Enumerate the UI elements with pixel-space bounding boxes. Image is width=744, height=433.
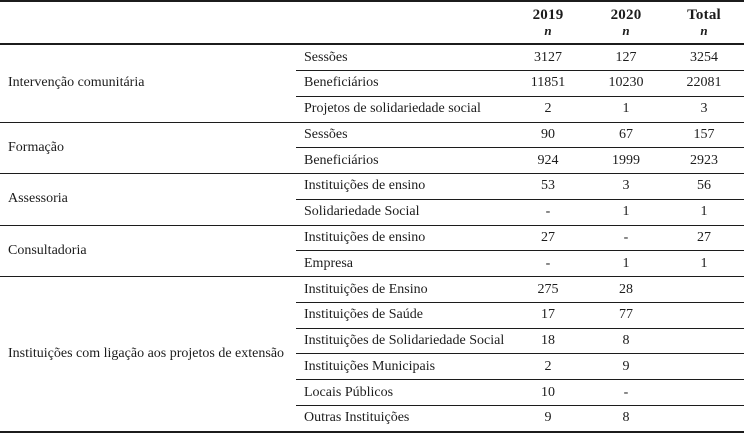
- table-row: Intervenção comunitária Sessões 3127 127 325…: [0, 43, 744, 123]
- group-label-cell: Instituições com ligação aos projetos de…: [0, 276, 296, 432]
- value-cell-2019: 18: [508, 327, 588, 354]
- row-label-cell: Outras Instituições: [296, 404, 508, 432]
- value-cell-2019: 9: [508, 404, 588, 432]
- value-cell-2019: -: [508, 250, 588, 277]
- value-cell-2020: 127: [588, 43, 664, 71]
- value-cell-total: 22081: [664, 70, 744, 97]
- value-cell-2020: 8: [588, 404, 664, 432]
- table-row: Outras Instituições 9 8: [0, 404, 744, 432]
- table-row: Locais Públicos 10-: [0, 379, 744, 406]
- value-cell-2019: 10: [508, 379, 588, 406]
- table-row: Instituições de Solidariedade Social 18 8: [0, 327, 744, 354]
- value-cell-2020: 1: [588, 250, 664, 277]
- value-cell-total: [664, 379, 744, 406]
- header-row: 2019 n 2020 n Total n: [0, 1, 744, 45]
- value-cell-2020: 1999: [588, 147, 664, 174]
- year-2019-label: 2019: [532, 6, 564, 23]
- value-cell-total: 157: [664, 121, 744, 148]
- column-header-total: Total n: [664, 1, 744, 45]
- value-cell-total: 56: [664, 173, 744, 200]
- table-row: Instituições Municipais 2 9: [0, 353, 744, 380]
- value-cell-total: [664, 276, 744, 303]
- table-row: Assessoria Instituições de ensino 53 3 56: [0, 173, 744, 226]
- value-cell-2020: 77: [588, 301, 664, 329]
- table-row: Beneficiários 924 1999 2923: [0, 147, 744, 174]
- n-label-2020: n: [622, 22, 630, 38]
- table-row: Beneficiários 11851 10230 22081: [0, 70, 744, 97]
- header-empty-group-cell: [0, 1, 296, 45]
- group-label-cell: Intervenção comunitária: [0, 43, 296, 123]
- value-cell-2019: 2: [508, 95, 588, 123]
- value-cell-total: 3254: [664, 43, 744, 71]
- group-label-cell: Consultadoria: [0, 224, 296, 277]
- value-cell-2020: 9: [588, 353, 664, 380]
- row-label-cell: Instituições de ensino: [296, 224, 508, 251]
- value-cell-2019: 275: [508, 276, 588, 303]
- row-label-cell: Sessões: [296, 121, 508, 148]
- value-cell-2020: 8: [588, 327, 664, 354]
- value-cell-2019: 17: [508, 301, 588, 329]
- total-label: Total: [687, 6, 721, 23]
- value-cell-2020: 28: [588, 276, 664, 303]
- value-cell-total: 2923: [664, 147, 744, 174]
- year-2020-label: 2020: [610, 6, 642, 23]
- value-cell-2020: 1: [588, 95, 664, 123]
- value-cell-2020: -: [588, 224, 664, 251]
- value-cell-2019: 27: [508, 224, 588, 251]
- value-cell-total: 1: [664, 250, 744, 277]
- value-cell-2019: 3127: [508, 43, 588, 71]
- row-label-cell: Beneficiários: [296, 70, 508, 97]
- value-cell-total: 27: [664, 224, 744, 251]
- value-cell-2020: 3: [588, 173, 664, 200]
- row-label-cell: Locais Públicos: [296, 379, 508, 406]
- table-row: Projetos de solidariedade social 2 1 3: [0, 95, 744, 123]
- table-body: Intervenção comunitária Sessões 3127 127 325…: [0, 43, 744, 432]
- row-label-cell: Instituições Municipais: [296, 353, 508, 380]
- value-cell-total: 3: [664, 95, 744, 123]
- column-header-2019: 2019 n: [508, 1, 588, 45]
- group-label-cell: Assessoria: [0, 173, 296, 226]
- row-label-cell: Instituições de ensino: [296, 173, 508, 200]
- n-label-2019: n: [544, 22, 552, 38]
- row-label-cell: Instituições de Ensino: [296, 276, 508, 303]
- row-label-cell: Beneficiários: [296, 147, 508, 174]
- value-cell-total: [664, 404, 744, 432]
- row-label-cell: Solidariedade Social: [296, 198, 508, 226]
- row-label-cell: Instituições de Saúde: [296, 301, 508, 329]
- row-label-cell: Projetos de solidariedade social: [296, 95, 508, 123]
- value-cell-2020: -: [588, 379, 664, 406]
- table-row: Instituições de Saúde 17 77: [0, 301, 744, 329]
- table-row: Empresa -1 1: [0, 250, 744, 277]
- value-cell-2019: 2: [508, 353, 588, 380]
- value-cell-2019: 53: [508, 173, 588, 200]
- value-cell-2020: 67: [588, 121, 664, 148]
- row-label-cell: Sessões: [296, 43, 508, 71]
- value-cell-total: [664, 353, 744, 380]
- value-cell-2019: -: [508, 198, 588, 226]
- value-cell-2020: 1: [588, 198, 664, 226]
- table-row: Formação Sessões 90 67 157: [0, 121, 744, 174]
- n-label-total: n: [700, 22, 708, 38]
- value-cell-total: [664, 327, 744, 354]
- table-row: Solidariedade Social -1 1: [0, 198, 744, 226]
- table-row: Instituições com ligação aos projetos de…: [0, 276, 744, 432]
- column-header-2020: 2020 n: [588, 1, 664, 45]
- value-cell-2019: 11851: [508, 70, 588, 97]
- value-cell-2019: 924: [508, 147, 588, 174]
- value-cell-2020: 10230: [588, 70, 664, 97]
- value-cell-total: [664, 301, 744, 329]
- value-cell-total: 1: [664, 198, 744, 226]
- row-label-cell: Instituições de Solidariedade Social: [296, 327, 508, 354]
- group-label-cell: Formação: [0, 121, 296, 174]
- header-empty-sub-cell: [296, 1, 508, 45]
- value-cell-2019: 90: [508, 121, 588, 148]
- table-row: Consultadoria Instituições de ensino 27-27: [0, 224, 744, 277]
- table-header: 2019 n 2020 n Total n: [0, 1, 744, 45]
- row-label-cell: Empresa: [296, 250, 508, 277]
